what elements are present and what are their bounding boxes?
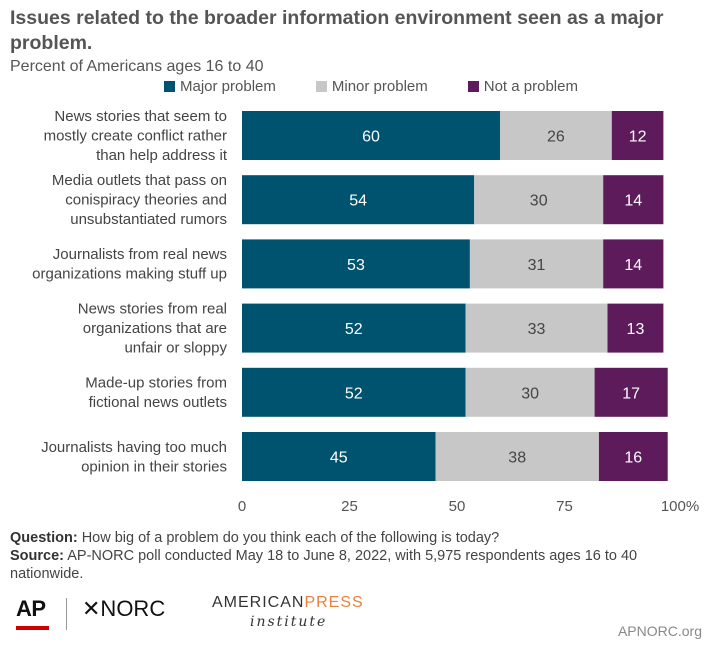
category-label: Journalists from real news organizations … xyxy=(32,246,227,283)
legend: Major problem Minor problem Not a proble… xyxy=(164,78,578,95)
data-label-minor: 30 xyxy=(521,385,539,402)
x-tick-label: 0 xyxy=(238,498,246,515)
data-label-major: 53 xyxy=(347,257,365,274)
question-note: Question: How big of a problem do you th… xyxy=(10,529,700,547)
legend-swatch-major xyxy=(164,81,175,92)
x-tick-label: 100% xyxy=(661,498,699,515)
chart-subtitle: Percent of Americans ages 16 to 40 xyxy=(10,58,264,75)
legend-label-minor: Minor problem xyxy=(331,78,428,95)
api-logo-institute: institute xyxy=(250,614,328,630)
x-tick-label: 75 xyxy=(556,498,573,515)
source-credit: APNORC.org xyxy=(617,623,702,639)
legend-item-not: Not a problem xyxy=(467,78,578,95)
category-label: Made-up stories from fictional news outle… xyxy=(85,375,227,412)
data-label-minor: 26 xyxy=(547,129,565,146)
logo-divider xyxy=(66,598,67,630)
ap-logo: AP xyxy=(16,596,46,621)
legend-label-not: Not a problem xyxy=(483,78,578,95)
question-label: Question: xyxy=(10,530,78,546)
norc-logo: ✕NORC xyxy=(82,596,166,621)
american-press-institute-logo: AMERICANPRESS institute xyxy=(212,594,364,630)
chart-title: Issues related to the broader informatio… xyxy=(10,7,664,54)
data-label-not: 16 xyxy=(624,450,642,467)
bar-not xyxy=(603,239,664,289)
bar-not xyxy=(598,432,668,481)
bar-major xyxy=(242,111,500,160)
source-text: AP-NORC poll conducted May 18 to June 8,… xyxy=(10,548,638,582)
bar-not xyxy=(594,367,668,417)
bar-not xyxy=(603,175,664,225)
ap-logo-bar xyxy=(16,626,49,630)
data-label-not: 14 xyxy=(624,193,642,210)
api-logo-american: AMERICAN xyxy=(212,594,305,611)
bar-minor xyxy=(474,175,604,225)
api-logo-press: PRESS xyxy=(304,594,364,611)
legend-item-minor: Minor problem xyxy=(315,78,428,95)
api-logo-main: AMERICANPRESS xyxy=(212,594,364,612)
bar-not xyxy=(607,303,664,353)
data-label-minor: 33 xyxy=(528,321,546,338)
bar-major xyxy=(242,303,466,353)
x-tick-label: 50 xyxy=(449,498,466,515)
data-label-minor: 31 xyxy=(528,257,546,274)
data-label-major: 52 xyxy=(345,321,363,338)
data-label-not: 14 xyxy=(624,257,642,274)
data-label-not: 13 xyxy=(627,321,645,338)
data-label-major: 60 xyxy=(362,129,380,146)
data-label-minor: 38 xyxy=(508,450,526,467)
data-label-not: 17 xyxy=(622,385,640,402)
bar-not xyxy=(611,111,664,160)
category-label: News stories that seem to mostly create c… xyxy=(44,108,228,164)
data-label-not: 12 xyxy=(629,129,647,146)
chart-notes: Question: How big of a problem do you th… xyxy=(10,529,700,583)
bar-major xyxy=(242,175,475,225)
data-label-major: 54 xyxy=(349,193,367,210)
legend-swatch-minor xyxy=(315,81,327,92)
legend-item-major: Major problem xyxy=(164,78,276,95)
stacked-bar-chart: News stories that seem to mostly create c… xyxy=(32,108,699,515)
source-label: Source: xyxy=(10,548,64,564)
x-tick-label: 25 xyxy=(341,498,358,515)
bar-minor xyxy=(469,239,604,289)
category-label: Media outlets that pass on conispiracy th… xyxy=(52,172,227,228)
data-label-minor: 30 xyxy=(530,193,548,210)
category-label: News stories from real organizations that… xyxy=(78,301,228,357)
bar-minor xyxy=(465,367,595,417)
data-label-major: 45 xyxy=(330,450,348,467)
bar-minor xyxy=(500,111,612,160)
bar-minor xyxy=(465,303,608,353)
source-note: Source: AP-NORC poll conducted May 18 to… xyxy=(10,547,700,583)
category-label: Journalists having too much opinion in th… xyxy=(41,439,227,476)
logo-strip: AP ✕NORC AMERICANPRESS institute xyxy=(16,594,706,634)
data-label-major: 52 xyxy=(345,385,363,402)
bar-major xyxy=(242,432,436,481)
question-text: How big of a problem do you think each o… xyxy=(77,530,500,546)
bar-major xyxy=(242,367,466,417)
legend-label-major: Major problem xyxy=(180,78,276,95)
legend-swatch-not xyxy=(467,81,479,92)
bar-major xyxy=(242,239,470,289)
bar-minor xyxy=(435,432,599,481)
